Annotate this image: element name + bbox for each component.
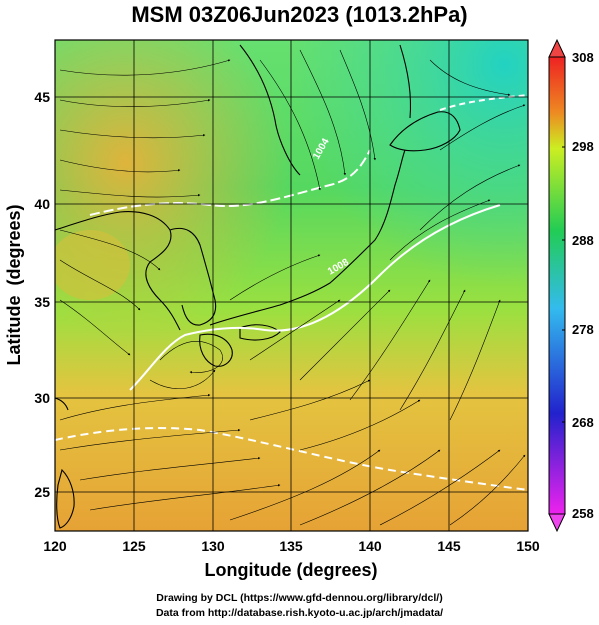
y-tick-25: 25 (34, 484, 50, 500)
china-south-coast (55, 397, 69, 411)
credit-drawing: Drawing by DCL (https://www.gfd-dennou.o… (156, 592, 443, 604)
sakhalin (399, 44, 412, 119)
x-tick-125: 125 (122, 538, 146, 554)
y-tick-45: 45 (34, 89, 50, 105)
taiwan (56, 468, 75, 529)
x-tick-140: 140 (358, 538, 382, 554)
russia-coast (239, 44, 301, 176)
y-axis-ticks: 25 30 35 40 45 (34, 89, 50, 500)
colorbar: 308 298 288 278 268 258 (548, 38, 594, 533)
shikoku (239, 324, 281, 341)
y-tick-35: 35 (34, 294, 50, 310)
map-title: MSM 03Z06Jun2023 (1013.2hPa) (131, 2, 468, 27)
x-axis-ticks: 120 125 130 135 140 145 150 (43, 538, 540, 554)
credit-data-source: Data from http://database.rish.kyoto-u.a… (155, 607, 444, 619)
y-axis-label: Latitude (degrees) (4, 204, 24, 365)
map-plot-area: 1004 1008 (54, 39, 529, 532)
colorbar-tick-268: 268 (572, 415, 594, 430)
streamlines (59, 49, 526, 526)
isobar-ne (439, 94, 528, 111)
cold-ne-area (55, 40, 528, 531)
y-tick-40: 40 (34, 196, 50, 212)
isobar-1008 (129, 204, 501, 391)
colorbar-bar (548, 56, 566, 515)
y-tick-30: 30 (34, 390, 50, 406)
colorbar-max-arrow (548, 38, 566, 58)
honshu-coast (209, 149, 406, 326)
plot-frame (54, 39, 529, 532)
colorbar-tick-278: 278 (572, 322, 594, 337)
hokkaido (389, 111, 461, 152)
korea-peninsula (169, 227, 217, 326)
colorbar-min-arrow (548, 513, 566, 533)
colorbar-tick-288: 288 (572, 233, 594, 248)
colorbar-tick-308: 308 (572, 50, 594, 65)
colorbar-tick-marks (562, 56, 565, 515)
warm-patch (55, 230, 130, 300)
colorbar-tick-258: 258 (572, 506, 594, 521)
x-tick-145: 145 (437, 538, 461, 554)
colorbar-ticks: 308 298 288 278 268 258 (572, 50, 594, 521)
lat-lon-grid (55, 40, 528, 531)
x-tick-135: 135 (279, 538, 303, 554)
x-axis-label: Longitude (degrees) (204, 560, 377, 580)
colorbar-tick-298: 298 (572, 139, 594, 154)
x-tick-150: 150 (516, 538, 540, 554)
x-tick-120: 120 (43, 538, 67, 554)
kyushu (199, 333, 233, 367)
x-tick-130: 130 (201, 538, 225, 554)
